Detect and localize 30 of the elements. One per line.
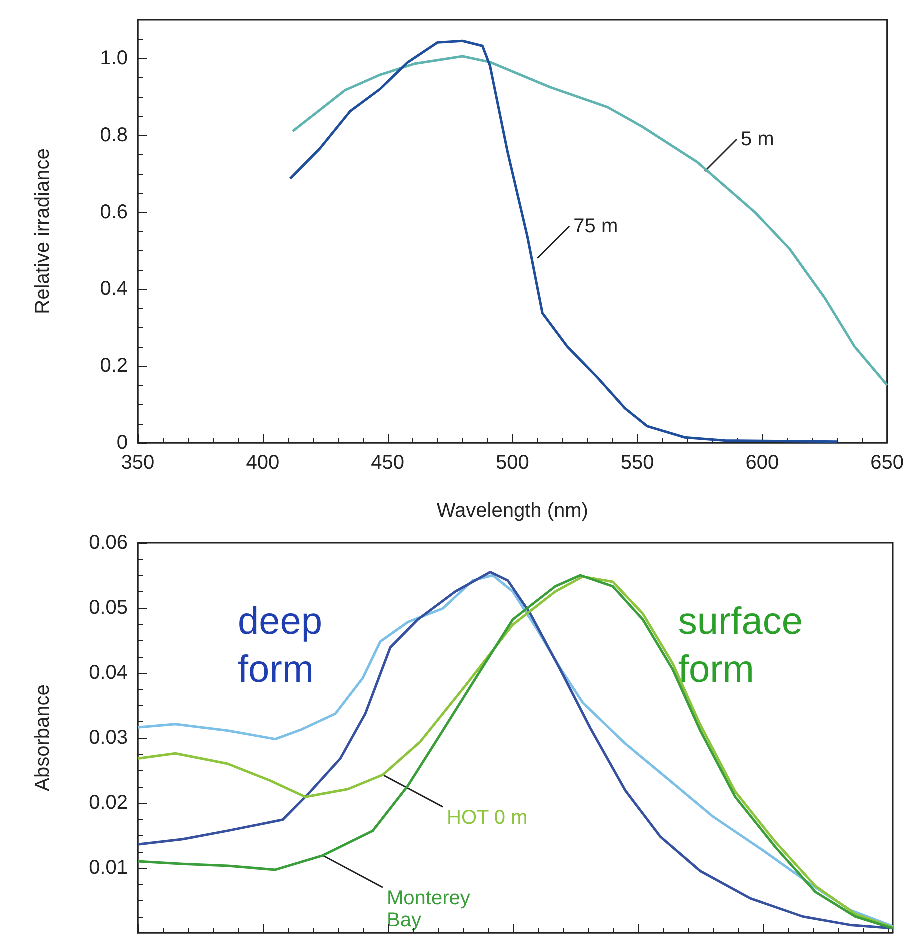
y-tick-label: 0.05 bbox=[89, 597, 128, 619]
y-tick-label: 0.8 bbox=[100, 124, 128, 146]
x-tick-label: 400 bbox=[246, 452, 280, 474]
text: Monterey Bay bbox=[387, 888, 476, 932]
y-tick-label: 1.0 bbox=[100, 47, 128, 70]
x-tick-label: 450 bbox=[371, 452, 404, 474]
y-tick-label: 0.06 bbox=[89, 532, 128, 554]
annotation: surface form bbox=[678, 601, 804, 691]
y-tick-label: 0.04 bbox=[89, 662, 128, 684]
y-axis-title: Absorbance bbox=[32, 684, 54, 792]
y-tick-label: 0.01 bbox=[89, 857, 128, 879]
annotation: 5 m bbox=[740, 128, 774, 151]
y-tick-label: 0.2 bbox=[100, 355, 128, 378]
annotation: 75 m bbox=[574, 215, 618, 238]
text: HOT 0 m bbox=[447, 807, 528, 830]
y-tick-label: 0.03 bbox=[89, 727, 128, 749]
x-tick-label: 500 bbox=[496, 452, 530, 474]
y-tick-label: 0.02 bbox=[89, 792, 128, 814]
y-tick-label: 0.4 bbox=[100, 278, 128, 300]
x-axis-title: Wavelength (nm) bbox=[436, 500, 588, 522]
y-tick-label: 0 bbox=[116, 432, 128, 454]
annotation: deep form bbox=[238, 601, 323, 691]
x-tick-label: 550 bbox=[620, 452, 654, 474]
x-tick-label: 600 bbox=[746, 452, 780, 474]
line-series bbox=[292, 55, 889, 387]
y-axis-title: Relative irradiance bbox=[32, 148, 54, 314]
y-tick-label: 0.6 bbox=[100, 201, 128, 224]
x-tick-label: 650 bbox=[870, 452, 904, 474]
line-series bbox=[289, 40, 839, 444]
x-tick-label: 350 bbox=[121, 452, 155, 474]
